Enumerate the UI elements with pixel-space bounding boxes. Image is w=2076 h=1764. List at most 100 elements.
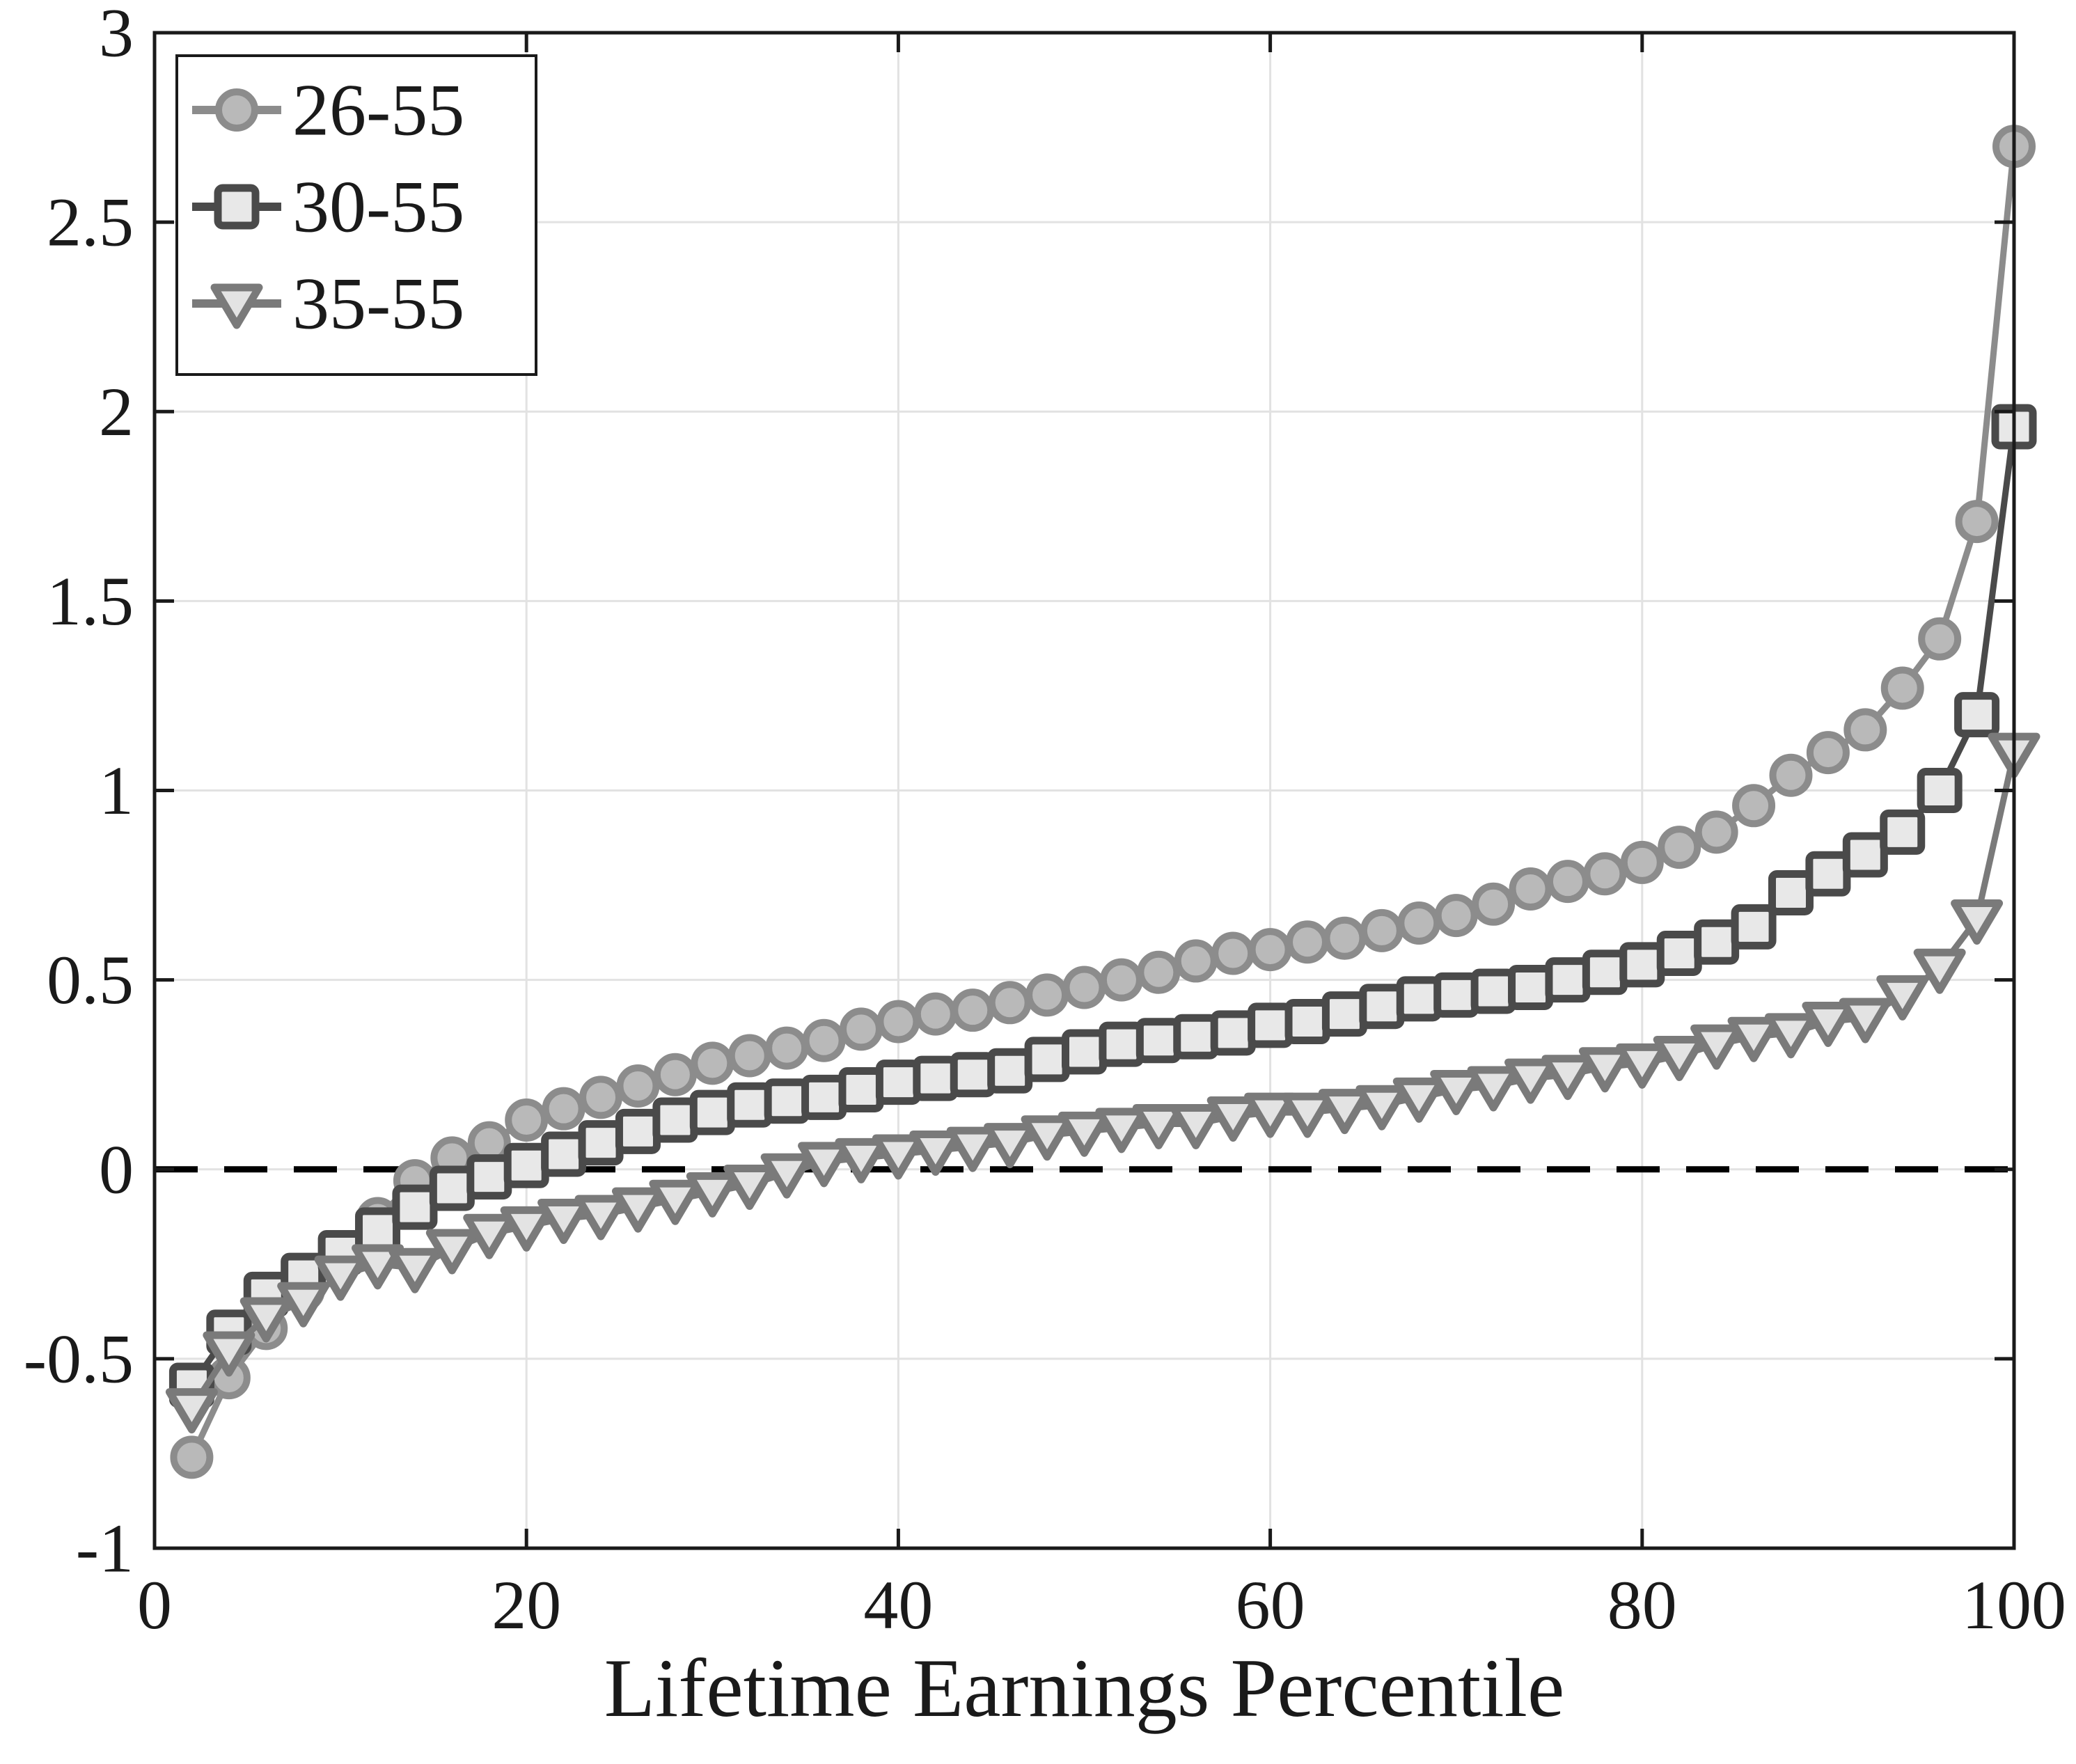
series-marker-30-55 [838,1066,884,1112]
series-marker-30-55 [429,1165,475,1211]
series-marker-30-55 [466,1154,512,1200]
y-tick-label: 1 [99,752,134,829]
series-marker-30-55 [1210,1010,1256,1056]
series-marker-26-55 [1658,826,1701,869]
series-marker-26-55 [1509,867,1552,911]
series-marker-30-55 [1731,904,1777,950]
series-marker-26-55 [1769,753,1813,797]
series-marker-30-55 [1284,998,1330,1044]
series-marker-30-55 [1656,931,1702,977]
x-tick-label: 80 [1607,1566,1677,1644]
y-tick-label: 2 [99,373,134,450]
series-marker-35-55 [1578,1047,1631,1093]
series-marker-26-55 [691,1041,734,1085]
series-marker-35-55 [1355,1085,1408,1131]
series-marker-26-55 [1806,731,1850,775]
series-marker-26-55 [1732,784,1776,828]
legend-label-26-55: 26-55 [292,70,464,151]
series-marker-26-55 [616,1064,660,1108]
series-marker-30-55 [1842,832,1888,878]
series-marker-30-55 [1470,968,1516,1014]
series-marker-35-55 [1132,1103,1185,1149]
y-tick-label: 2.5 [47,184,134,261]
series-marker-26-55 [1062,966,1106,1009]
series-marker-35-55 [835,1137,888,1183]
y-tick-label: 0 [99,1131,134,1208]
legend-label-35-55: 35-55 [292,263,464,345]
y-tick-label: 0.5 [47,941,134,1018]
series-marker-26-55 [1248,928,1292,972]
series-marker-35-55 [314,1255,367,1301]
series-marker-35-55 [1021,1115,1074,1161]
x-tick-label: 100 [1962,1566,2066,1644]
y-tick-label: 1.5 [47,562,134,640]
series-marker-30-55 [1545,957,1591,1003]
series-marker-35-55 [1206,1096,1259,1142]
series-marker-35-55 [1839,998,1892,1044]
series-marker-35-55 [649,1179,702,1225]
series-marker-26-55 [1472,882,1516,926]
series-marker-35-55 [1318,1089,1371,1135]
series-marker-35-55 [1802,1001,1855,1047]
series-marker-26-55 [1137,950,1181,994]
series-marker-26-55 [542,1087,585,1131]
series-marker-35-55 [1244,1092,1297,1138]
series-marker-30-55 [1359,984,1405,1030]
series-marker-35-55 [1392,1077,1445,1123]
series-marker-35-55 [463,1213,516,1259]
series-marker-35-55 [277,1282,330,1328]
series-marker-35-55 [1430,1069,1483,1115]
series-marker-30-55 [1099,1021,1145,1067]
series-marker-35-55 [1951,899,2004,945]
y-tick-label: -0.5 [24,1320,134,1397]
series-marker-30-55 [541,1131,587,1177]
legend-label-30-55: 30-55 [292,166,464,248]
series-marker-35-55 [388,1247,441,1293]
series-marker-35-55 [1727,1016,1780,1062]
series-marker-35-55 [537,1199,590,1245]
series-marker-30-55 [652,1097,698,1143]
series-marker-35-55 [425,1229,478,1275]
series-marker-30-55 [727,1082,773,1128]
series-marker-30-55 [1694,919,1740,965]
series-marker-26-55 [653,1053,697,1096]
series-marker-35-55 [1876,975,1929,1021]
series-marker-30-55 [764,1078,810,1124]
series-marker-35-55 [500,1206,553,1252]
series-marker-26-55 [1843,708,1887,752]
series-marker-35-55 [1913,948,1966,994]
series-marker-35-55 [1170,1103,1222,1149]
series-marker-30-55 [1768,869,1814,915]
series-marker-35-55 [1504,1058,1557,1104]
series-marker-35-55 [239,1297,292,1343]
series-marker-35-55 [760,1153,813,1199]
series-marker-26-55 [1546,860,1589,904]
series-marker-30-55 [503,1142,549,1188]
x-tick-label: 40 [863,1566,933,1644]
series-marker-26-55 [505,1098,549,1142]
series-marker-30-55 [950,1052,996,1098]
y-tick-label: 3 [99,0,134,72]
series-marker-35-55 [872,1134,925,1180]
series-marker-30-55 [578,1120,624,1166]
series-marker-26-55 [579,1076,623,1119]
series-marker-26-55 [1955,500,1999,544]
series-marker-26-55 [1025,973,1069,1017]
series-marker-30-55 [1805,851,1851,897]
series-marker-26-55 [1583,852,1627,896]
legend-marker-35-55 [210,283,263,329]
x-tick-label: 0 [137,1566,172,1644]
series-marker-26-55 [913,992,957,1036]
series-marker-26-55 [1880,666,1924,710]
series-marker-26-55 [170,1435,214,1479]
series-marker-30-55 [913,1055,959,1101]
series-marker-26-55 [988,981,1032,1025]
series-marker-35-55 [1058,1111,1110,1157]
series-marker-26-55 [1620,840,1664,884]
series-marker-26-55 [728,1034,771,1078]
series-marker-30-55 [615,1108,661,1154]
legend-marker-26-55 [215,88,258,132]
series-marker-30-55 [1917,768,1963,813]
series-marker-26-55 [1918,617,1962,661]
series-marker-26-55 [839,1007,883,1051]
